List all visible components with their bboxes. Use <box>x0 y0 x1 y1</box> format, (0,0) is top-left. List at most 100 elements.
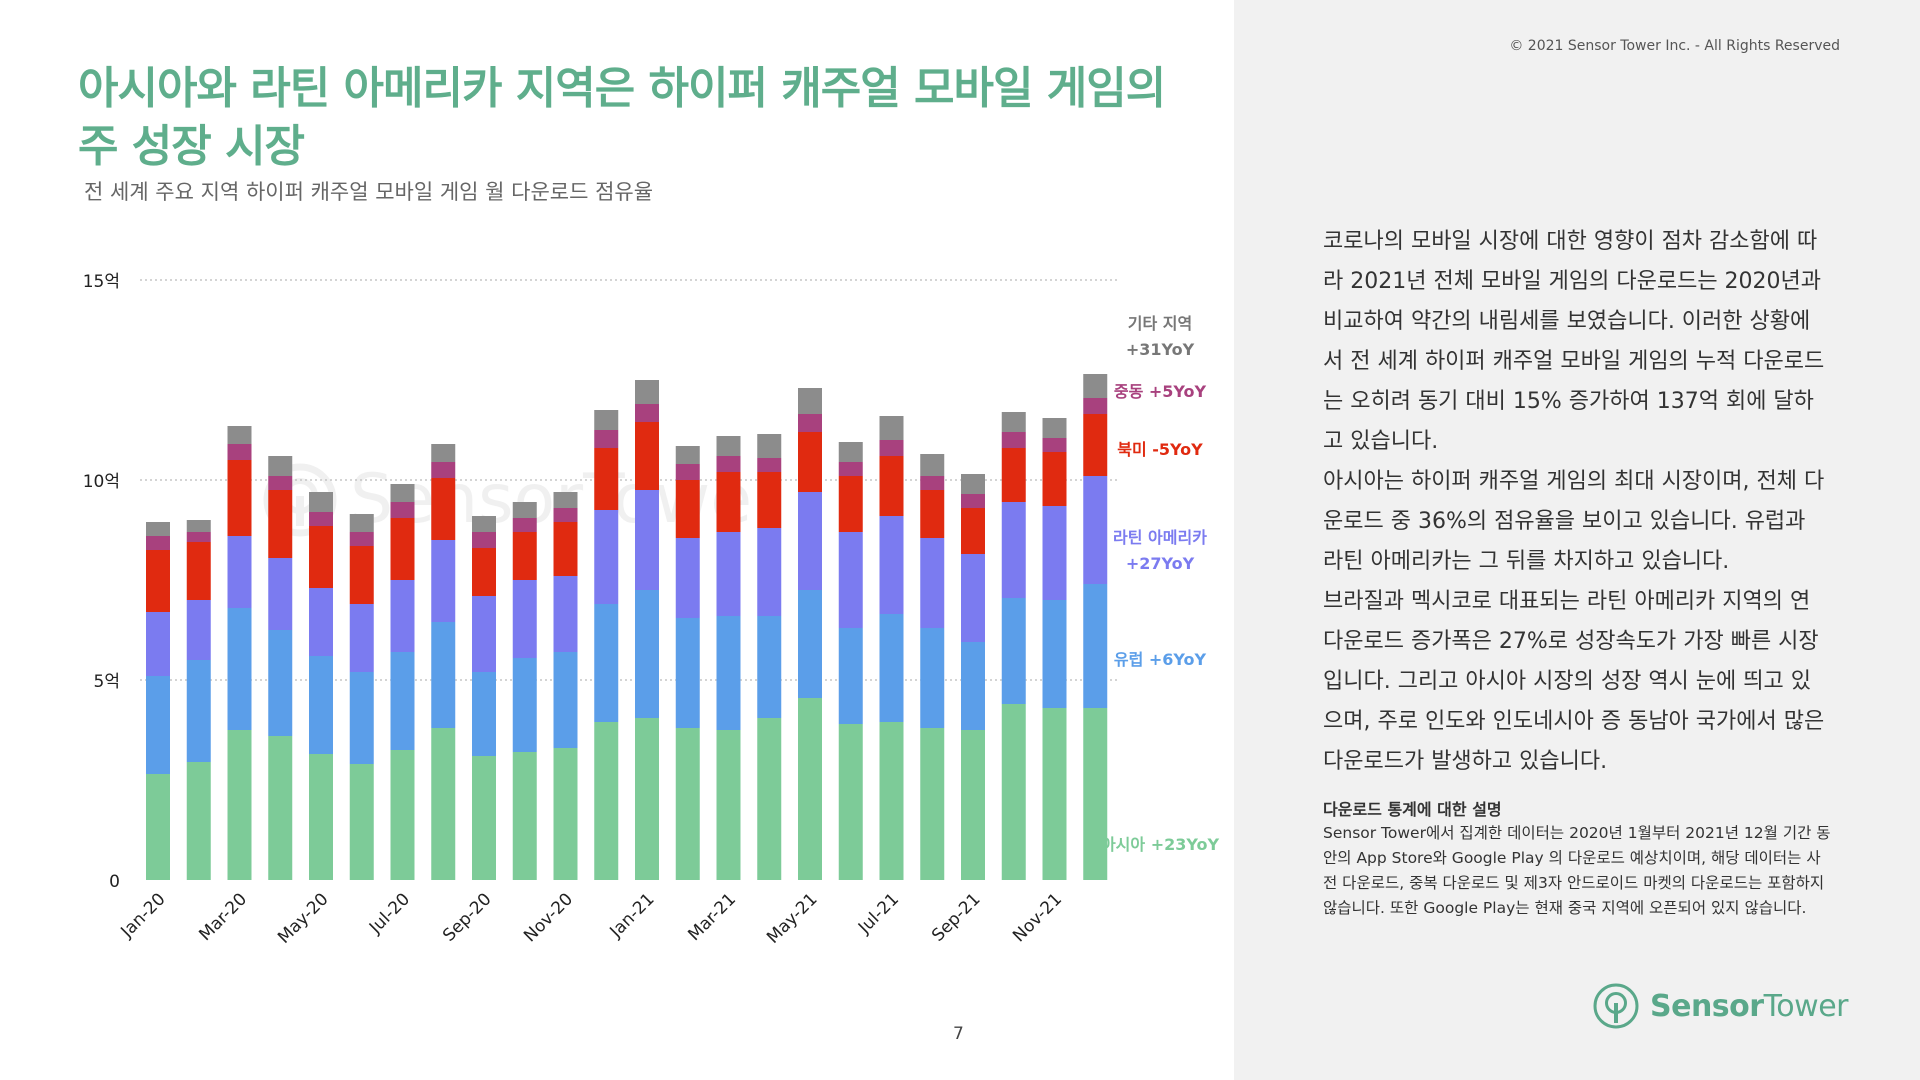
bar-segment <box>716 616 741 730</box>
bar-segment <box>553 652 578 748</box>
bar-segment <box>635 380 659 404</box>
bar-segment <box>594 604 619 722</box>
bar-segment <box>675 480 700 538</box>
bar-segment <box>309 492 333 512</box>
title-line-1: 아시아와 라틴 아메리카 지역은 하이퍼 캐주얼 모바일 게임의 <box>78 63 1166 114</box>
bar-segment <box>1042 506 1067 600</box>
bar-segment <box>635 490 659 590</box>
bar-segment <box>227 460 252 536</box>
bar-segment <box>635 422 659 490</box>
bar-segment <box>349 672 374 764</box>
bar-segment <box>594 448 619 510</box>
sensor-tower-logo: SensorTower <box>1592 982 1849 1030</box>
bar-segment <box>512 532 537 580</box>
bar-segment <box>879 456 904 516</box>
bar-segment <box>1042 708 1067 880</box>
bar-segment <box>431 540 456 622</box>
bar-segment <box>186 542 211 600</box>
bar-segment <box>675 618 700 728</box>
bar-segment <box>472 672 496 756</box>
bar-segment <box>798 414 822 432</box>
sensor-tower-logo-icon <box>1593 983 1639 1029</box>
bar-segment <box>349 514 374 532</box>
bar-segment <box>349 546 374 604</box>
bar-segment <box>879 722 904 880</box>
bar-segment <box>716 436 741 456</box>
bar-segment <box>186 660 211 762</box>
bar-segment <box>146 536 170 550</box>
bar-segment <box>920 476 945 490</box>
bar-segment <box>594 510 619 604</box>
bar-segment <box>227 536 252 608</box>
bar-segment <box>757 434 782 458</box>
chart-subtitle: 전 세계 주요 지역 하이퍼 캐주얼 모바일 게임 월 다운로드 점유율 <box>84 180 654 204</box>
bar-segment <box>961 730 985 880</box>
bar-segment <box>1083 414 1108 476</box>
bar-segment <box>635 718 659 880</box>
bar-segment <box>186 762 211 880</box>
bar-segment <box>635 590 659 718</box>
bar-segment <box>431 728 456 880</box>
bar-segment <box>268 630 293 736</box>
x-axis: Jan-20 Mar-20 May-20 Jul-20 Sep-20 Nov-20 Jan-… <box>117 889 1067 947</box>
x-tick-label: Sep-20 <box>439 889 495 945</box>
legend-label: 아시아 +23YoY <box>1101 835 1220 854</box>
bar-segment <box>431 478 456 540</box>
x-tick-label: Nov-21 <box>1009 889 1066 946</box>
bar-segment <box>961 494 985 508</box>
bar-segment <box>227 730 252 880</box>
bar-segment <box>798 492 822 590</box>
bar-segment <box>186 520 211 532</box>
bar-segment <box>1083 708 1108 880</box>
bar-segment <box>146 774 170 880</box>
chart-legend: 아시아 +23YoY 유럽 +6YoY 라틴 아메리카 +27YoY 북미 -5YoY 중… <box>1101 314 1220 854</box>
bar-segment <box>268 456 293 476</box>
bar-segment <box>920 728 945 880</box>
x-tick-label: Jan-20 <box>117 889 170 942</box>
bar-segment <box>716 472 741 532</box>
bar-segment <box>146 676 170 774</box>
right-panel <box>1234 0 1920 1080</box>
bar-segment <box>1042 418 1067 438</box>
bar-segment <box>838 462 863 476</box>
bar-segment <box>146 550 170 612</box>
bar-segment <box>512 518 537 532</box>
bar-segment <box>594 410 619 430</box>
bar-segment <box>1001 432 1026 448</box>
body-paragraph: 아시아는 하이퍼 캐주얼 게임의 최대 시장이며, 전체 다운로드 중 36%의… <box>1323 469 1825 574</box>
x-tick-label: May-21 <box>763 889 821 947</box>
bar-segment <box>594 430 619 448</box>
bar-segment <box>472 548 496 596</box>
bar-segment <box>879 440 904 456</box>
bar-segment <box>472 756 496 880</box>
page-title: 아시아와 라틴 아메리카 지역은 하이퍼 캐주얼 모바일 게임의 주 성장 시장 <box>78 60 1218 176</box>
bar-segment <box>879 516 904 614</box>
bar-segment <box>1001 448 1026 502</box>
bar-segment <box>798 388 822 414</box>
bar-segment <box>1042 452 1067 506</box>
bar-segment <box>675 538 700 618</box>
body-paragraph: 코로나의 모바일 시장에 대한 영향이 점차 감소함에 따라 2021년 전체 … <box>1323 229 1825 454</box>
legend-label: 중동 +5YoY <box>1114 382 1207 401</box>
bar-segment <box>879 614 904 722</box>
legend-yoy: +31YoY <box>1126 340 1195 359</box>
bar-segment <box>268 490 293 558</box>
bar-segment <box>472 532 496 548</box>
bar-segment <box>390 652 415 750</box>
bar-segment <box>512 580 537 658</box>
chart-bars <box>146 374 1108 880</box>
bar-segment <box>1083 398 1108 414</box>
bar-segment <box>838 628 863 724</box>
bar-segment <box>879 416 904 440</box>
legend-yoy: +5YoY <box>1149 382 1207 401</box>
bar-segment <box>309 656 333 754</box>
logo-text-part1: Sensor <box>1650 988 1764 1024</box>
chart-grid <box>140 279 1120 681</box>
bar-segment <box>635 404 659 422</box>
bar-segment <box>186 600 211 660</box>
bar-segment <box>757 616 782 718</box>
page-number: 7 <box>953 1024 964 1044</box>
bar-segment <box>920 538 945 628</box>
legend-name: 유럽 <box>1114 650 1143 669</box>
bar-segment <box>1083 476 1108 584</box>
